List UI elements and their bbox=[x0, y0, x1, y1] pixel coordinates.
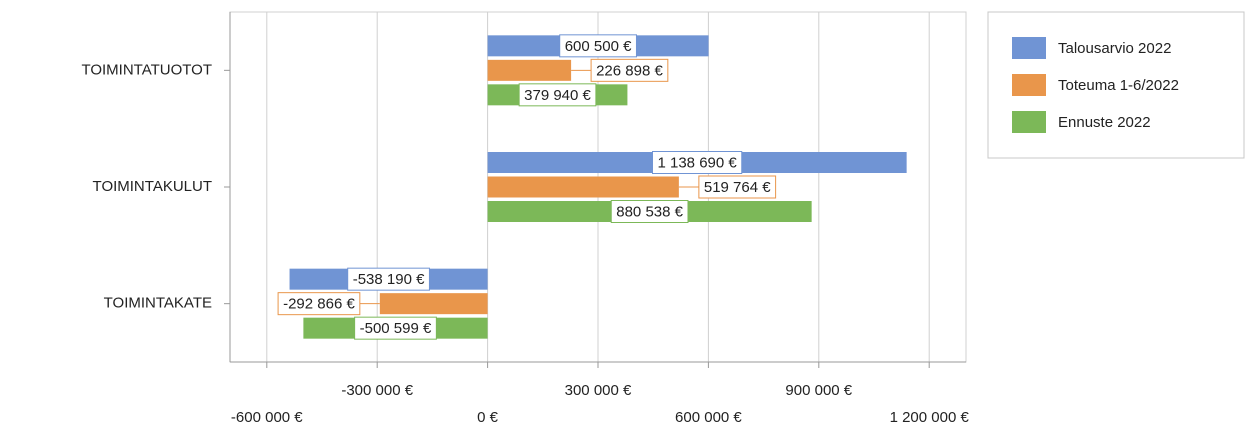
data-label-box bbox=[518, 83, 597, 107]
legend-label: Talousarvio 2022 bbox=[1058, 40, 1171, 57]
data-label-box bbox=[354, 316, 437, 340]
bar bbox=[379, 293, 488, 315]
x-tick-label: 900 000 € bbox=[785, 382, 852, 399]
data-label-box bbox=[698, 175, 777, 199]
legend-swatch bbox=[1012, 74, 1046, 96]
data-label-box bbox=[610, 200, 689, 223]
legend-swatch bbox=[1012, 37, 1046, 59]
data-label: 226 898 € bbox=[596, 62, 663, 79]
data-label: 600 500 € bbox=[565, 38, 632, 55]
legend-label: Toteuma 1-6/2022 bbox=[1058, 77, 1179, 94]
data-label-box bbox=[590, 58, 669, 82]
data-label: 379 940 € bbox=[524, 87, 591, 104]
bar bbox=[487, 59, 572, 81]
legend-swatch bbox=[1012, 111, 1046, 133]
data-label-box bbox=[651, 151, 743, 174]
data-label: -292 866 € bbox=[283, 296, 355, 313]
data-label: 1 138 690 € bbox=[657, 154, 737, 171]
data-label: -500 599 € bbox=[360, 320, 432, 337]
x-tick-label: 600 000 € bbox=[675, 409, 742, 426]
data-label: -538 190 € bbox=[353, 271, 425, 288]
y-tick-label: TOIMINTAKULUT bbox=[93, 178, 212, 195]
y-tick-label: TOIMINTATUOTOT bbox=[81, 61, 212, 78]
x-tick-label: 0 € bbox=[477, 409, 499, 426]
x-tick-label: -600 000 € bbox=[231, 409, 303, 426]
data-label: 880 538 € bbox=[616, 203, 683, 220]
y-tick-label: TOIMINTAKATE bbox=[104, 295, 212, 312]
legend-label: Ennuste 2022 bbox=[1058, 114, 1151, 131]
data-label-box bbox=[559, 34, 637, 58]
x-tick-label: 300 000 € bbox=[565, 382, 632, 399]
data-label-box bbox=[277, 292, 361, 316]
data-label: 519 764 € bbox=[704, 179, 771, 196]
x-tick-label: 1 200 000 € bbox=[890, 409, 970, 426]
bar bbox=[487, 176, 679, 198]
data-label-box bbox=[347, 267, 430, 291]
x-tick-label: -300 000 € bbox=[341, 382, 413, 399]
